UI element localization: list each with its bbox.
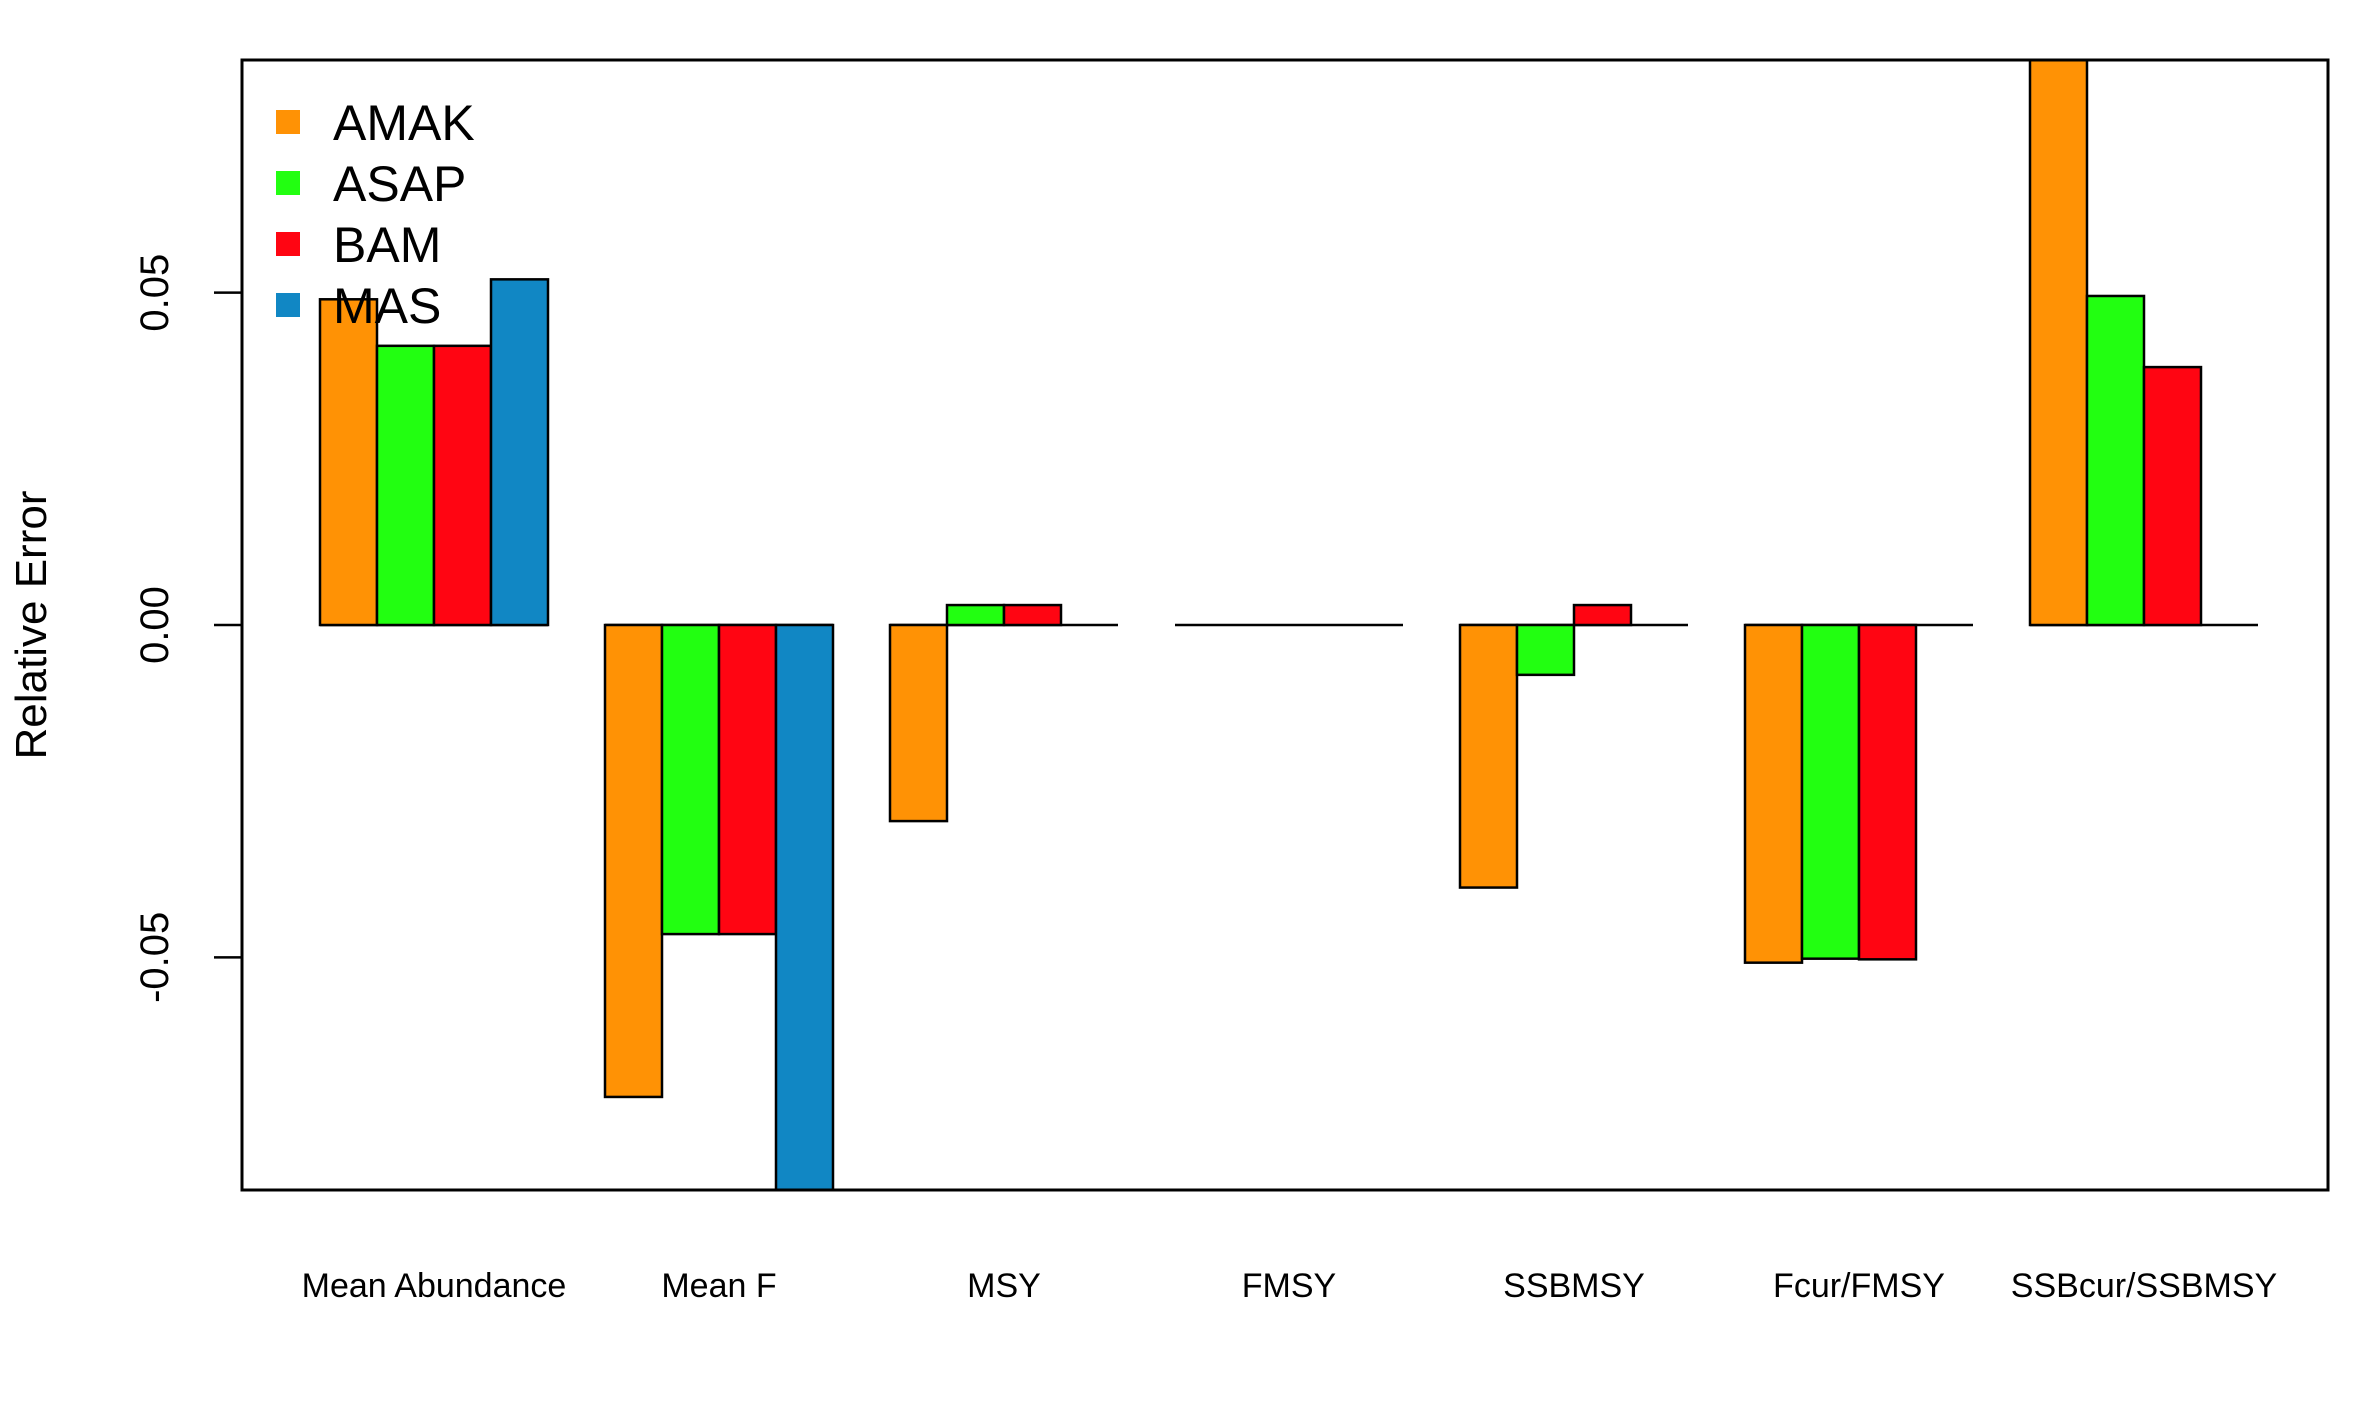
bar-amak	[1743, 623, 1804, 964]
x-tick-label: Mean F	[661, 1267, 776, 1305]
bar-amak	[318, 298, 379, 627]
bar-bam	[432, 344, 493, 627]
bar-asap	[1800, 623, 1861, 960]
bar-bam	[1572, 603, 1633, 627]
y-tick-label: 0.00	[133, 586, 177, 664]
bar-bam	[1857, 623, 1918, 961]
bar-bam	[717, 623, 778, 936]
legend-swatch-asap	[276, 171, 300, 195]
bar-amak	[2028, 58, 2089, 627]
bar-mas	[774, 623, 835, 1192]
y-axis-label: Relative Error	[7, 491, 56, 760]
x-tick-label: Mean Abundance	[302, 1267, 567, 1305]
x-tick-label: SSBcur/SSBMSY	[2011, 1267, 2277, 1305]
bar-amak	[1458, 623, 1519, 889]
bar-mas	[489, 278, 550, 627]
bar-asap	[1515, 623, 1576, 677]
bar-bam	[2142, 365, 2203, 627]
y-axis: -0.05 0.00 0.05	[133, 254, 244, 1003]
legend-label-amak: AMAK	[333, 95, 475, 151]
y-tick-label: -0.05	[133, 912, 177, 1003]
y-tick-label: 0.05	[133, 254, 177, 332]
legend-swatch-bam	[276, 232, 300, 256]
bar-amak	[603, 623, 664, 1099]
bar-asap	[2085, 294, 2146, 627]
x-tick-label: MSY	[967, 1267, 1041, 1305]
legend-label-mas: MAS	[333, 278, 441, 334]
legend-swatch-amak	[276, 110, 300, 134]
legend-label-bam: BAM	[333, 217, 441, 273]
bar-bam	[1002, 603, 1063, 627]
x-tick-label: SSBMSY	[1503, 1267, 1645, 1305]
bars-group	[318, 58, 2203, 1192]
bar-asap	[375, 344, 436, 627]
legend-swatch-mas	[276, 293, 300, 317]
bar-asap	[945, 603, 1006, 627]
bar-asap	[660, 623, 721, 936]
x-axis-category-labels: Mean Abundance Mean F MSY FMSY SSBMSY Fcur/FM…	[302, 1267, 2278, 1305]
x-tick-label: Fcur/FMSY	[1773, 1267, 1945, 1305]
x-tick-label: FMSY	[1242, 1267, 1336, 1305]
legend-label-asap: ASAP	[333, 156, 466, 212]
bar-amak	[888, 623, 949, 823]
